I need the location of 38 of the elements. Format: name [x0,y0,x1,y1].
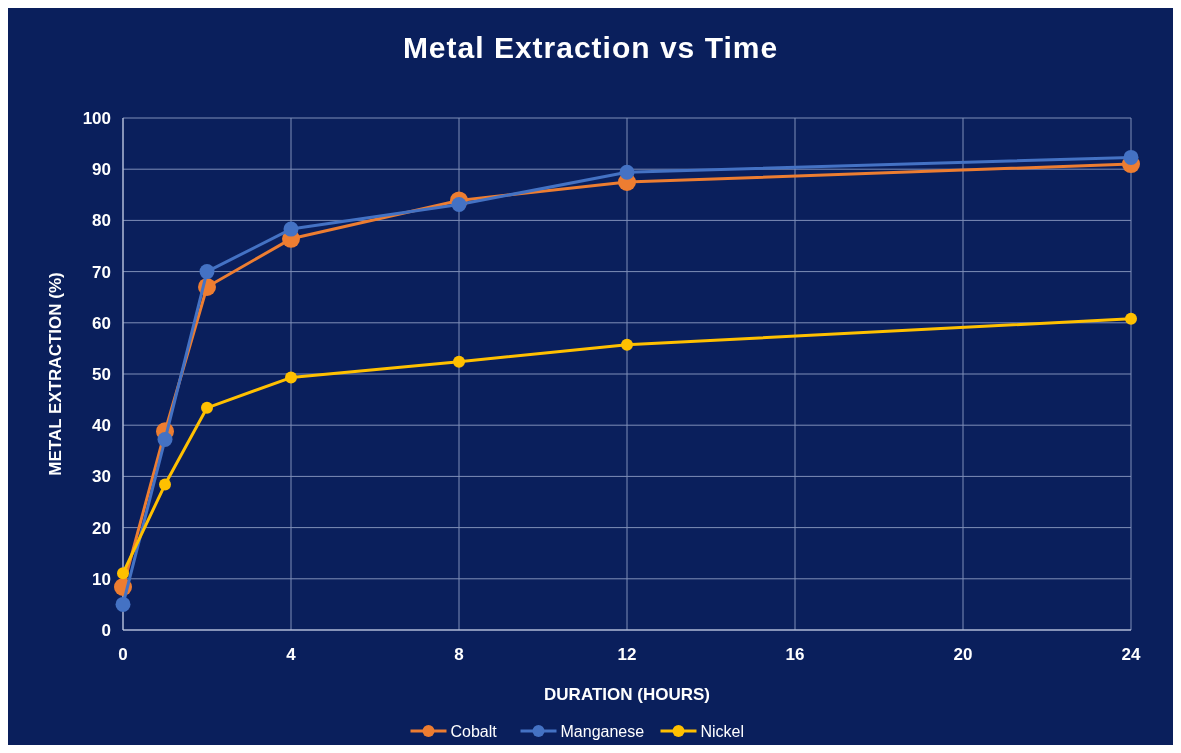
point [115,596,131,612]
y-tick-label: 80 [92,211,111,231]
point [451,197,467,213]
point [201,401,213,414]
legend-label: Nickel [700,723,745,740]
point [199,264,215,280]
y-tick-label: 10 [92,569,111,589]
point [159,478,171,491]
y-tick-label: 0 [101,621,111,640]
x-tick-label: 16 [785,645,805,664]
x-tick-label: 24 [1121,645,1141,664]
point [1123,149,1139,165]
legend-label: Cobalt [450,723,498,740]
point [621,338,633,351]
legend-label: Manganese [560,723,645,740]
point [1125,312,1137,325]
point [117,567,129,580]
x-tick-label: 20 [953,645,973,664]
y-tick-label: 90 [92,160,111,180]
x-tick-label: 8 [454,645,464,664]
chart-title: Metal Extraction vs Time [402,31,779,64]
point [453,355,465,368]
y-tick-label: 60 [92,313,111,333]
point [157,432,173,448]
point [283,221,299,237]
x-axis-title: DURATION (HOURS) [544,685,710,704]
y-tick-label: 20 [92,518,111,538]
y-tick-label: 100 [82,109,111,128]
y-tick-label: 70 [92,262,111,282]
x-tick-label: 0 [118,645,128,664]
y-axis-title: METAL EXTRACTION (%) [46,272,65,476]
x-tick-label: 4 [286,645,297,664]
y-tick-label: 50 [92,365,111,384]
y-tick-label: 40 [92,416,111,436]
point [285,371,297,384]
x-tick-label: 12 [617,645,637,664]
y-tick-label: 30 [92,467,111,487]
point [619,164,635,180]
